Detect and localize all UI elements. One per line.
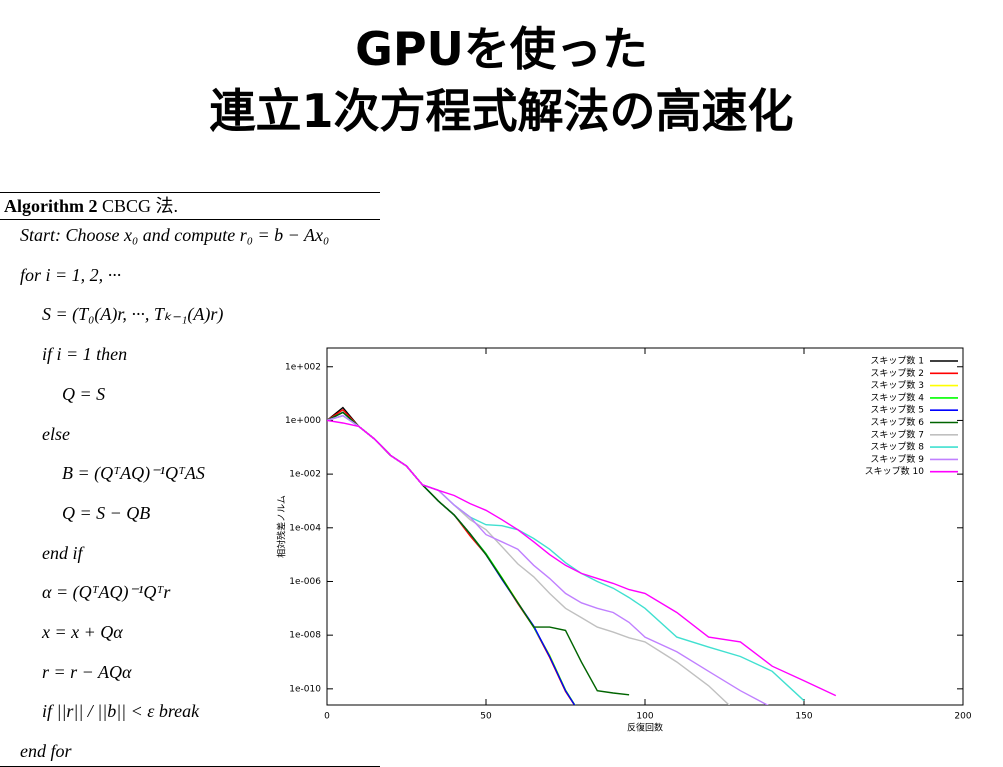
x-tick-label: 100: [636, 712, 653, 722]
legend-label: スキップ数 1: [870, 355, 924, 367]
series-line: [327, 419, 837, 697]
legend-label: スキップ数 4: [870, 391, 924, 403]
x-tick-label: 50: [480, 712, 492, 722]
legend-label: スキップ数 6: [870, 416, 924, 428]
algorithm-box: Algorithm 2 CBCG 法. Start: Choose x₀ and…: [0, 192, 380, 767]
title-line: 連立1次方程式解法の高速化: [209, 84, 794, 138]
series-line: [327, 411, 576, 705]
y-tick-label: 1e-008: [289, 631, 321, 641]
y-tick-label: 1e-002: [289, 470, 321, 480]
y-tick-label: 1e-004: [289, 523, 321, 533]
x-tick-label: 0: [324, 712, 330, 722]
algorithm-line: end if: [42, 542, 83, 563]
series-line: [327, 411, 576, 705]
y-tick-label: 1e-006: [289, 577, 321, 587]
series-line: [327, 406, 576, 705]
legend-label: スキップ数 9: [870, 453, 924, 465]
y-tick-label: 1e-010: [289, 684, 321, 694]
legend-label: スキップ数 10: [865, 465, 925, 477]
algorithm-line: Q = S − QB: [62, 502, 151, 523]
algorithm-line: S = (T₀(A)r, ···, Tₖ₋₁(A)r): [42, 304, 224, 325]
legend-label: スキップ数 8: [870, 441, 924, 453]
series-line: [327, 408, 576, 705]
y-axis-label: 相対残差ノルム: [276, 495, 288, 558]
y-tick-label: 1e+002: [285, 362, 321, 372]
slide-title: GPUを使った 連立1次方程式解法の高速化: [0, 18, 1003, 142]
x-axis-label: 反復回数: [627, 722, 663, 734]
plot-lines: [327, 406, 837, 705]
x-tick-label: 200: [954, 712, 971, 722]
algorithm-name: CBCG 法.: [102, 196, 179, 216]
algorithm-line: end for: [20, 741, 72, 762]
algorithm-line: else: [42, 423, 70, 444]
series-line: [327, 411, 576, 705]
series-line: [327, 414, 805, 702]
algorithm-line: r = r − AQα: [42, 661, 132, 682]
x-tick-label: 150: [795, 712, 812, 722]
algorithm-line: Q = S: [62, 383, 106, 404]
algorithm-header: Algorithm 2 CBCG 法.: [0, 193, 380, 220]
y-tick-label: 1e+000: [285, 416, 321, 426]
algorithm-line: Start: Choose x₀ and compute r₀ = b − Ax…: [20, 225, 330, 245]
legend-label: スキップ数 7: [870, 428, 924, 440]
legend-label: スキップ数 5: [870, 404, 924, 416]
legend-label: スキップ数 2: [870, 367, 924, 379]
plot-frame: [326, 347, 964, 706]
series-line: [327, 414, 769, 705]
series-line: [327, 411, 630, 696]
algorithm-line: α = (QᵀAQ)⁻¹Qᵀr: [42, 582, 171, 603]
algorithm-line: if ||r|| / ||b|| < ε break: [42, 701, 200, 722]
algorithm-line: B = (QᵀAQ)⁻¹QᵀAS: [62, 463, 205, 484]
title-line: GPUを使った: [355, 22, 648, 76]
algorithm-line: if i = 1 then: [42, 344, 128, 365]
algorithm-label: Algorithm 2: [4, 196, 98, 216]
algorithm-line: for i = 1, 2, ···: [20, 264, 122, 285]
algorithm-line: x = x + Qα: [42, 622, 123, 642]
legend-label: スキップ数 3: [870, 379, 924, 391]
